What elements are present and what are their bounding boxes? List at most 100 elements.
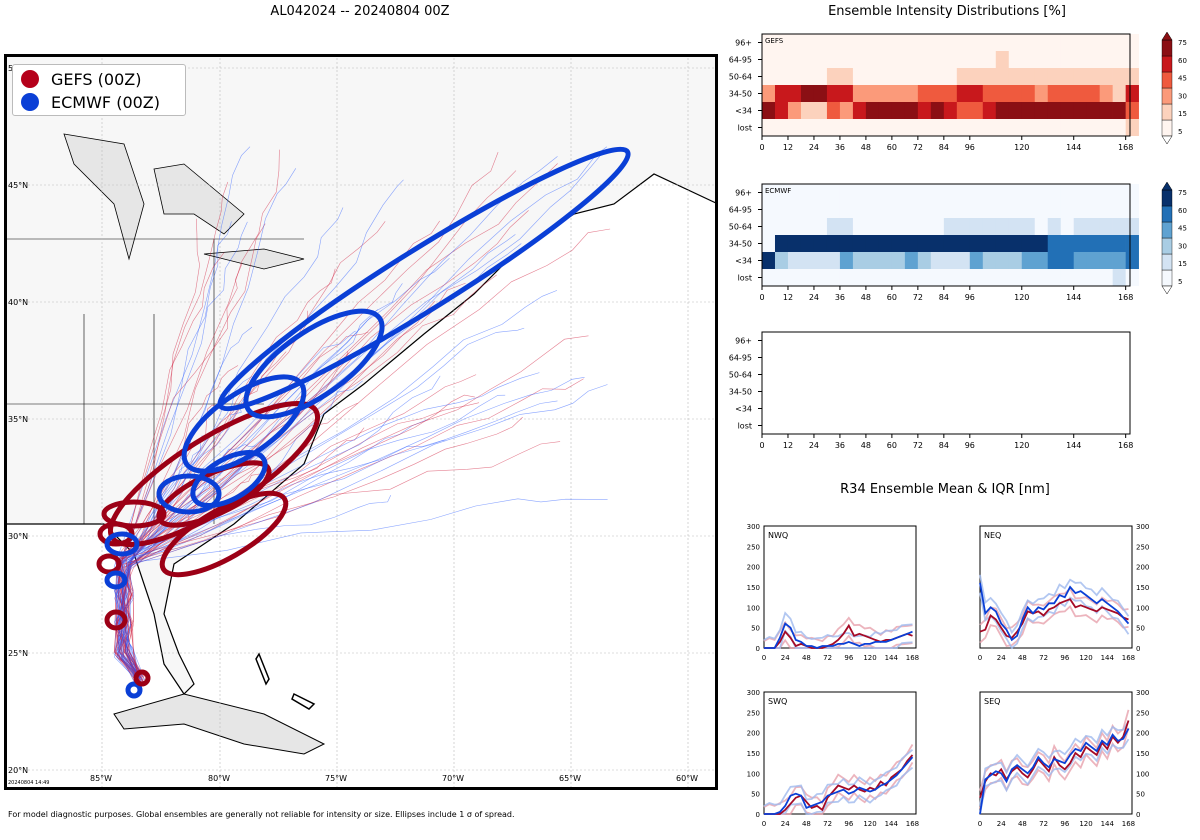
heatmap-cell (1073, 85, 1088, 102)
heatmap-cell (865, 184, 880, 201)
heatmap-cell (813, 34, 828, 51)
y-tick: 100 (1136, 770, 1149, 778)
heatmap-cell (982, 102, 997, 119)
heatmap-cell (826, 34, 841, 51)
heatmap-cell (1073, 218, 1088, 235)
x-tick: 12 (783, 293, 793, 302)
heatmap-cell (852, 34, 867, 51)
heatmap-cell (1086, 68, 1100, 85)
heatmap-cell (982, 269, 997, 286)
heatmap-cell (1073, 102, 1088, 119)
quadrant-label: NWQ (768, 531, 788, 540)
heatmap-cell (865, 119, 880, 136)
heatmap-cell (891, 119, 906, 136)
heatmap-cell (917, 201, 932, 218)
heatmap-cell (982, 68, 997, 85)
iqr-line (763, 611, 913, 641)
heatmap-cell (826, 68, 841, 85)
x-tick: 168 (1118, 293, 1133, 302)
heatmap-cell (1047, 184, 1062, 201)
gefs-marker-icon (21, 70, 39, 88)
row-label: lost (738, 124, 752, 133)
x-tick: 72 (1039, 820, 1048, 828)
heatmap-cell (1008, 102, 1023, 119)
heatmap-cell (1125, 269, 1139, 286)
iqr-line (979, 720, 1130, 807)
heatmap-cell (852, 252, 867, 269)
heatmap-cell (852, 218, 867, 235)
heatmap-cell (813, 119, 828, 136)
heatmap-cell (878, 34, 893, 51)
x-tick: 72 (823, 820, 832, 828)
lat-label-35: 35°N (8, 415, 29, 424)
y-tick: 0 (1136, 811, 1140, 819)
colorbar-tick: 5 (1178, 278, 1182, 286)
heatmap-cell (1021, 68, 1036, 85)
heatmap-cell (904, 184, 919, 201)
heatmap-cell (969, 102, 984, 119)
heatmap-cell (826, 184, 841, 201)
gefs-ellipse-12 (104, 609, 128, 631)
heatmap-cell (865, 34, 880, 51)
heatmap-cell (839, 235, 854, 252)
y-tick: 100 (1136, 604, 1149, 612)
heatmap-cell (813, 235, 828, 252)
heatmap-cell (969, 269, 984, 286)
heatmap-cell (878, 68, 893, 85)
x-tick: 24 (809, 293, 819, 302)
heatmap-cell (1008, 51, 1023, 68)
heatmap-cell (852, 51, 867, 68)
heatmap-cell (1021, 235, 1036, 252)
legend-gefs: GEFS (00Z) (21, 68, 141, 90)
heatmap-cell (956, 51, 971, 68)
heatmap-cell (995, 218, 1010, 235)
heatmap-cell (762, 119, 776, 136)
y-tick: 150 (1136, 584, 1149, 592)
heatmap-cell (1086, 184, 1100, 201)
heatmap-cell (774, 235, 789, 252)
heatmap-cell (1034, 269, 1049, 286)
heatmap-cell (1086, 201, 1100, 218)
heatmap-cell (917, 119, 932, 136)
x-tick: 168 (906, 654, 919, 662)
row-label: 64-95 (729, 206, 752, 215)
mean-line-gefs (979, 598, 1129, 639)
gefs-ellipse-48 (101, 499, 167, 529)
heatmap-cell (1008, 68, 1023, 85)
x-tick: 0 (978, 654, 982, 662)
heatmap-cell (1060, 119, 1075, 136)
heatmap-cell (1112, 34, 1126, 51)
heatmap-cell (878, 102, 893, 119)
heatmap-cell (800, 201, 815, 218)
heatmap-cell (1125, 218, 1139, 235)
heatmap-cell (878, 218, 893, 235)
heatmap-cell (1060, 184, 1075, 201)
heatmap-cell (800, 184, 815, 201)
x-tick: 144 (885, 820, 899, 828)
heatmap-cell (930, 201, 945, 218)
heatmap-cell (787, 68, 802, 85)
x-tick: 48 (1018, 654, 1027, 662)
quadrant-label: SWQ (768, 697, 787, 706)
heatmap-cell (982, 184, 997, 201)
map-title: AL042024 -- 20240804 00Z (270, 4, 450, 19)
heatmap-cell (1021, 34, 1036, 51)
heatmap-cell (930, 119, 945, 136)
heatmap-cell (839, 51, 854, 68)
y-tick: 200 (747, 564, 760, 572)
heatmap-cell (774, 201, 789, 218)
heatmap-cell (1073, 184, 1088, 201)
heatmap-cell (1060, 51, 1075, 68)
heatmap-cell (1112, 102, 1126, 119)
heatmap-cell (1099, 119, 1113, 136)
heatmap-cell (1073, 252, 1088, 269)
heatmap-cell (956, 218, 971, 235)
heatmap-cell (774, 85, 789, 102)
heatmap-cell (762, 184, 776, 201)
heatmap-cell (995, 269, 1010, 286)
heatmap-cell (1125, 34, 1139, 51)
heatmap-cell (995, 184, 1010, 201)
lat-label-20: 20°N (8, 766, 29, 775)
heatmap-cell (852, 102, 867, 119)
